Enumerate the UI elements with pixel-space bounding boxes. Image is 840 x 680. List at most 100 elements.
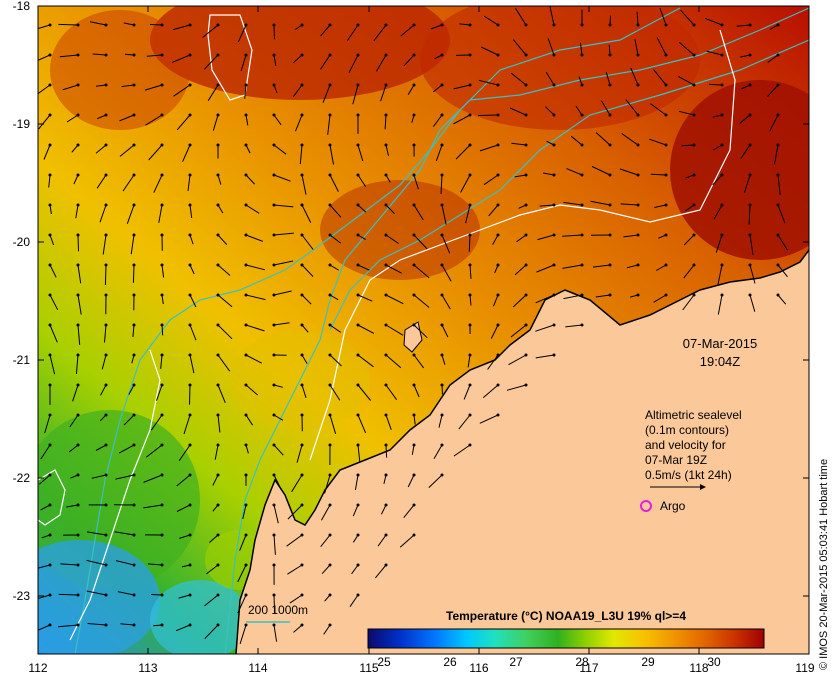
velocity-arrow-origin [328,83,332,87]
velocity-arrow [204,594,219,607]
velocity-arrow-origin [496,53,500,57]
velocity-arrow [413,414,416,425]
velocity-arrow [438,414,443,428]
velocity-arrow [653,294,667,303]
velocity-arrow [373,24,387,42]
velocity-arrow [273,174,291,182]
velocity-arrow [292,84,303,98]
velocity-arrow-origin [720,293,724,297]
velocity-arrow-origin [384,533,388,537]
velocity-arrow [460,174,471,193]
velocity-arrow [713,204,723,220]
velocity-arrow-origin [132,173,136,177]
velocity-arrow-origin [328,413,332,417]
velocity-arrow-origin [384,173,388,177]
velocity-arrow-origin [216,173,220,177]
velocity-arrow [510,72,527,86]
velocity-arrow [100,384,107,396]
velocity-arrow [73,174,79,185]
velocity-arrow-origin [720,143,724,147]
velocity-arrow-origin [300,413,304,417]
velocity-arrow [38,54,51,61]
velocity-arrow-origin [188,83,192,87]
velocity-arrow-origin [48,23,52,27]
velocity-arrow-origin [160,353,164,357]
velocity-arrow-origin [776,23,780,27]
velocity-arrow-origin [48,113,52,117]
velocity-arrow [115,474,135,480]
velocity-arrow-origin [692,23,696,27]
velocity-arrow-origin [48,563,52,567]
velocity-arrow [357,444,361,463]
velocity-arrow-origin [244,563,248,567]
velocity-arrow-origin [356,143,360,147]
velocity-arrow-origin [412,323,416,327]
velocity-arrow-origin [160,323,164,327]
colorbar-title: Temperature (°C) NOAA19_L3U 19% ql>=4 [446,609,686,623]
velocity-arrow-origin [524,323,528,327]
velocity-arrow [273,474,282,491]
velocity-arrow-origin [160,263,164,267]
velocity-arrow-origin [468,413,472,417]
velocity-arrow-origin [48,203,52,207]
velocity-arrow [77,234,79,252]
velocity-arrow [329,204,342,218]
velocity-arrow [715,234,723,253]
velocity-arrow [682,294,695,311]
velocity-arrow [118,444,135,454]
velocity-arrow [375,54,387,72]
velocity-arrow-origin [300,143,304,147]
velocity-arrow-origin [76,383,80,387]
velocity-arrow [777,174,781,195]
velocity-arrow-origin [468,293,472,297]
velocity-arrow [323,624,331,635]
velocity-arrow [301,174,307,195]
velocity-arrow [469,264,472,279]
velocity-arrow-origin [440,353,444,357]
velocity-arrow-origin [608,233,612,237]
velocity-arrow-origin [76,203,80,207]
velocity-arrow [172,54,191,63]
velocity-arrow [352,84,359,105]
velocity-arrow-origin [216,323,220,327]
velocity-arrow-origin [608,53,612,57]
velocity-arrow [441,294,451,310]
velocity-arrow [130,234,135,255]
velocity-arrow [549,6,555,26]
velocity-arrow-origin [776,143,780,147]
velocity-arrow [717,264,723,285]
velocity-arrow-origin [76,323,80,327]
velocity-arrow-origin [104,323,108,327]
velocity-arrow [203,54,219,70]
velocity-arrow [273,624,278,642]
velocity-arrow [678,75,695,86]
velocity-arrow [72,384,79,402]
velocity-arrow-origin [216,293,220,297]
velocity-arrow [62,84,79,91]
velocity-arrow [239,624,247,645]
sealevel-contours [37,14,736,641]
velocity-arrow-origin [216,533,220,537]
velocity-arrow [123,414,135,426]
velocity-arrow [562,264,583,269]
velocity-arrow-origin [272,593,276,597]
velocity-arrow-origin [104,533,108,537]
velocity-arrow [245,144,251,154]
credit-text: © IMOS 20-Mar-2015 05:03:41 Hobart time [818,458,830,670]
velocity-arrow-origin [496,23,500,27]
velocity-arrow [38,594,51,600]
velocity-arrow [291,474,303,493]
velocity-arrow-origin [272,203,276,207]
velocity-arrow [95,84,107,87]
velocity-arrow [95,444,107,451]
velocity-arrow [441,264,452,282]
velocity-arrow [683,264,695,279]
velocity-arrow [60,563,79,566]
velocity-arrow-origin [160,23,164,27]
velocity-arrow [292,54,303,64]
velocity-arrow [463,384,471,400]
velocity-arrow-origin [76,83,80,87]
velocity-arrow-origin [384,383,388,387]
velocity-arrow-origin [272,563,276,567]
velocity-arrow-origin [636,23,640,27]
